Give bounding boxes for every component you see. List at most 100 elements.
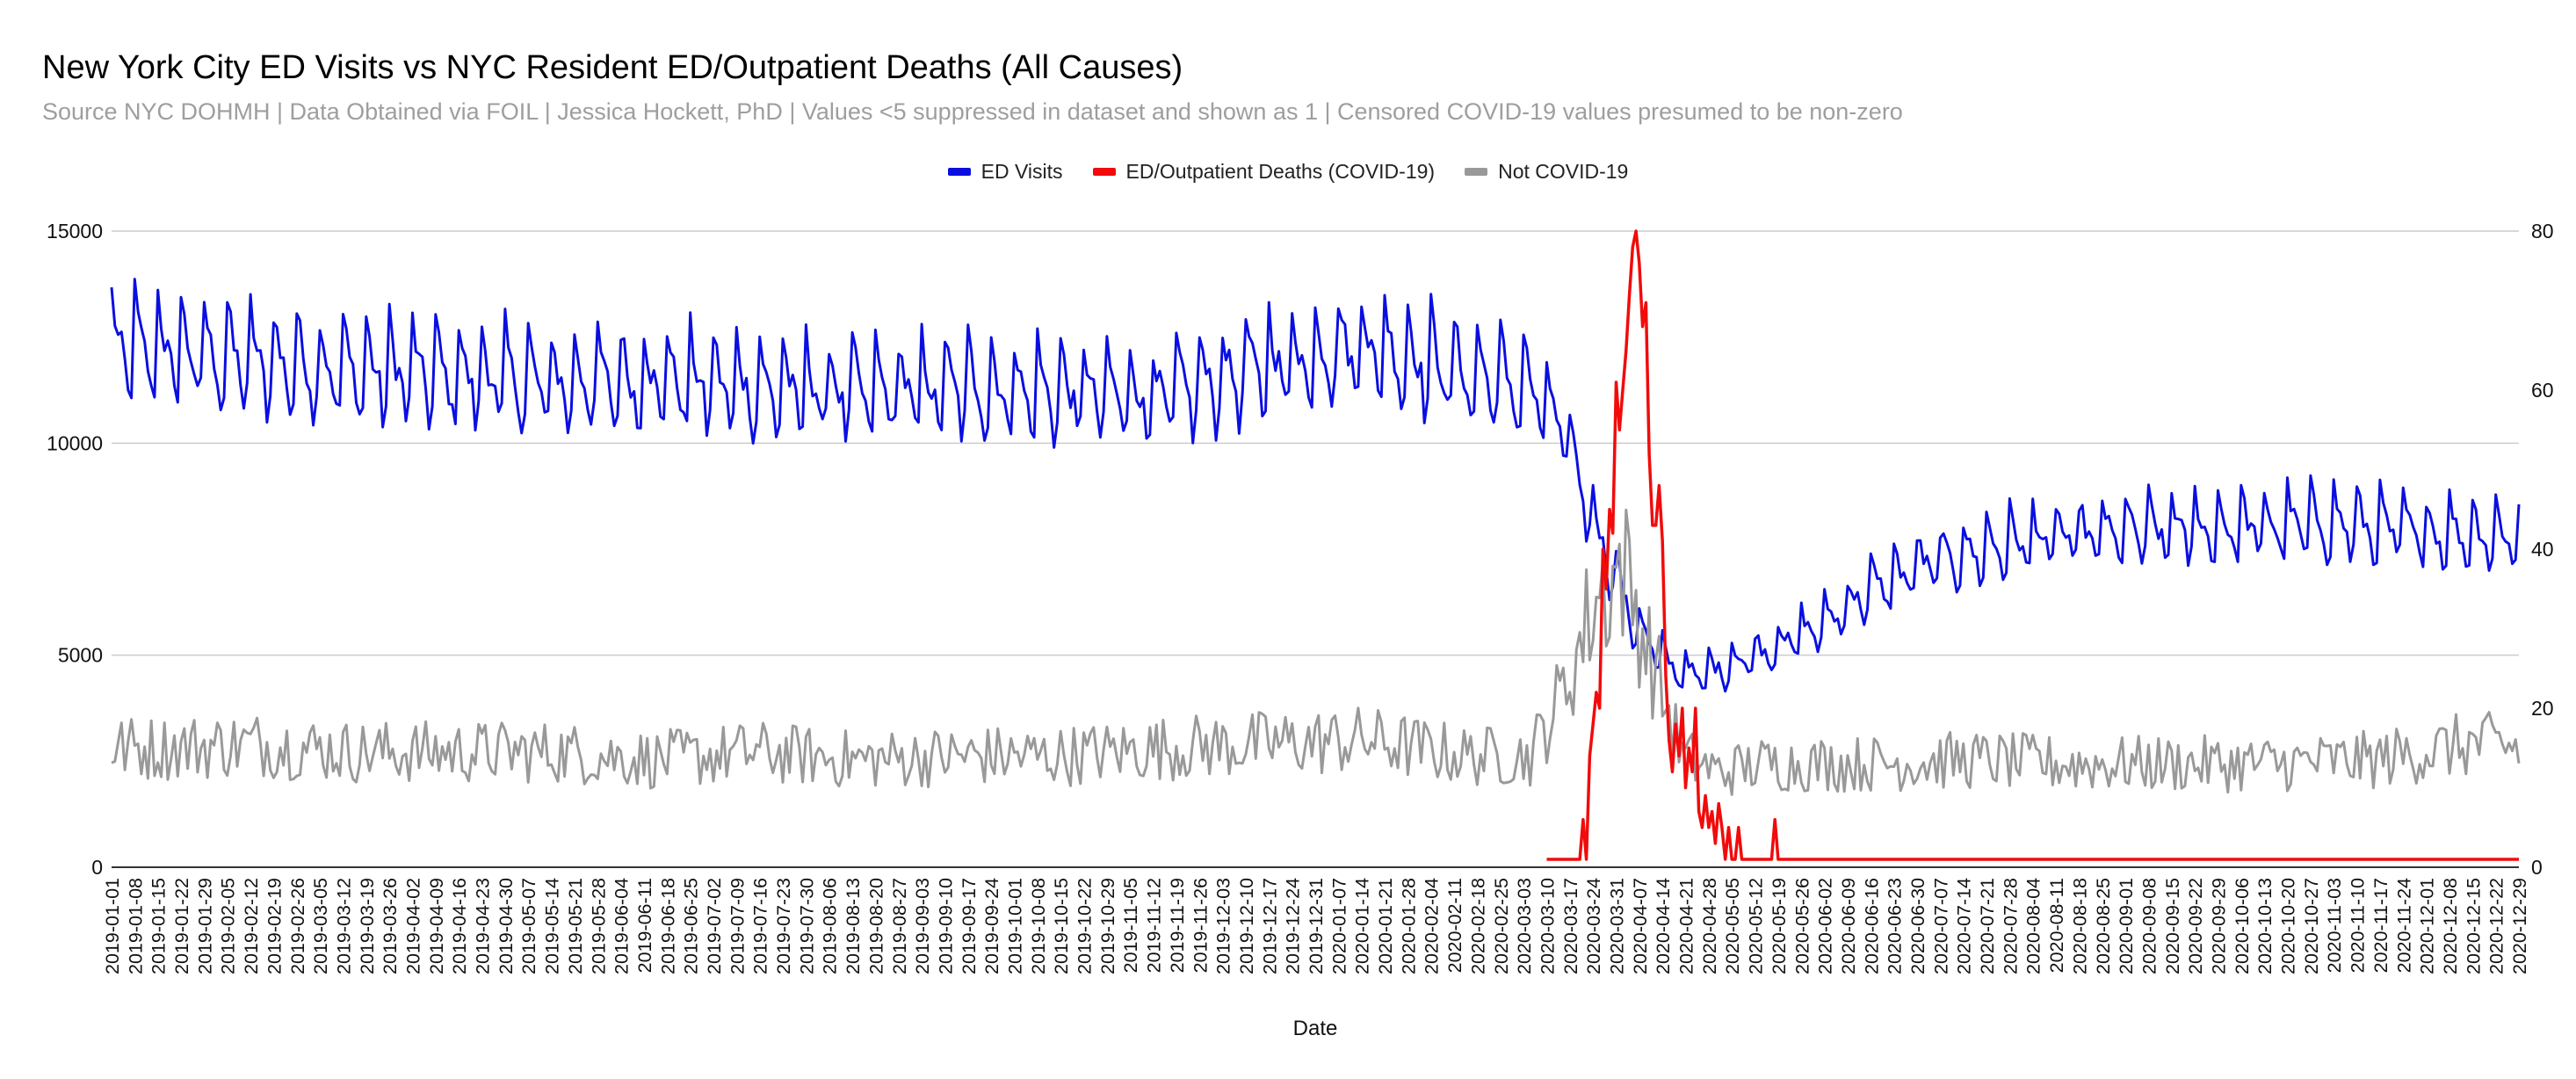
x-tick-label: 2020-02-04 xyxy=(1422,878,1443,974)
x-axis-title: Date xyxy=(1293,1017,1338,1040)
y-right-tick-label: 40 xyxy=(2531,538,2554,561)
x-tick-label: 2019-02-19 xyxy=(264,878,285,974)
x-tick-label: 2019-06-18 xyxy=(657,878,678,974)
x-tick-label: 2019-07-16 xyxy=(750,878,771,974)
x-tick-label: 2019-11-26 xyxy=(1190,878,1211,973)
x-tick-label: 2020-06-30 xyxy=(1907,878,1928,974)
x-tick-label: 2019-02-26 xyxy=(287,878,308,974)
x-tick-label: 2020-12-29 xyxy=(2509,878,2530,974)
x-tick-label: 2019-05-21 xyxy=(565,878,586,974)
legend-item-not-covid[interactable]: Not COVID-19 xyxy=(1465,160,1628,184)
x-tick-label: 2019-06-25 xyxy=(681,878,702,974)
legend-swatch-not-covid xyxy=(1465,168,1488,176)
x-tick-label: 2020-06-09 xyxy=(1838,878,1859,974)
x-tick-label: 2020-04-21 xyxy=(1676,878,1697,974)
legend-item-ed-visits[interactable]: ED Visits xyxy=(947,160,1063,184)
x-tick-label: 2019-11-05 xyxy=(1120,878,1141,973)
x-tick-label: 2020-02-18 xyxy=(1467,878,1488,974)
x-tick-label: 2019-08-27 xyxy=(889,878,910,974)
x-tick-label: 2020-01-28 xyxy=(1398,878,1419,974)
x-tick-label: 2019-12-03 xyxy=(1213,878,1234,974)
x-tick-label: 2019-07-09 xyxy=(727,878,748,974)
x-tick-label: 2019-12-31 xyxy=(1306,878,1327,974)
chart-title: New York City ED Visits vs NYC Resident … xyxy=(42,49,1183,86)
x-tick-label: 2019-07-23 xyxy=(773,878,794,974)
x-tick-label: 2019-10-22 xyxy=(1075,878,1096,974)
x-tick-label: 2019-10-08 xyxy=(1028,878,1049,974)
legend-label-ed-visits: ED Visits xyxy=(980,160,1063,183)
x-tick-label: 2020-01-21 xyxy=(1375,878,1396,974)
x-tick-label: 2020-07-21 xyxy=(1977,878,1998,974)
x-tick-label: 2019-05-14 xyxy=(542,878,563,974)
x-tick-label: 2020-07-28 xyxy=(2000,878,2021,974)
legend: ED Visits ED/Outpatient Deaths (COVID-19… xyxy=(0,160,2576,184)
x-tick-label: 2019-08-06 xyxy=(820,878,841,974)
x-tick-label: 2019-11-12 xyxy=(1144,878,1165,973)
x-tick-label: 2020-09-15 xyxy=(2162,878,2183,974)
x-tick-label: 2019-04-30 xyxy=(496,878,517,974)
x-tick-label: 2020-11-10 xyxy=(2348,878,2369,973)
y-right-tick-label: 60 xyxy=(2531,379,2554,402)
x-tick-label: 2020-07-14 xyxy=(1954,878,1975,974)
x-tick-label: 2020-06-16 xyxy=(1861,878,1882,974)
x-tick-label: 2019-10-29 xyxy=(1097,878,1118,974)
x-tick-label: 2019-09-17 xyxy=(959,878,980,974)
x-tick-label: 2019-09-24 xyxy=(981,878,1002,974)
x-tick-label: 2020-08-25 xyxy=(2093,878,2114,974)
x-tick-label: 2019-08-20 xyxy=(865,878,886,974)
x-tick-label: 2019-04-16 xyxy=(449,878,470,974)
series-lines xyxy=(110,229,2521,861)
x-tick-label: 2019-12-17 xyxy=(1259,878,1280,974)
x-tick-label: 2020-01-14 xyxy=(1352,878,1373,974)
x-tick-label: 2020-10-06 xyxy=(2232,878,2253,974)
x-tick-label: 2019-03-19 xyxy=(357,878,378,974)
chart-subtitle: Source NYC DOHMH | Data Obtained via FOI… xyxy=(42,98,1903,125)
x-tick-label: 2020-01-07 xyxy=(1328,878,1350,974)
x-tick-label: 2020-10-27 xyxy=(2301,878,2322,974)
x-tick-label: 2020-12-01 xyxy=(2417,878,2438,974)
x-tick-label: 2020-09-29 xyxy=(2209,878,2230,974)
x-tick-label: 2020-03-17 xyxy=(1560,878,1581,974)
x-tick-label: 2019-01-29 xyxy=(194,878,215,974)
legend-swatch-ed-visits xyxy=(947,168,971,176)
x-tick-label: 2019-01-22 xyxy=(171,878,192,974)
x-tick-label: 2020-05-19 xyxy=(1769,878,1790,974)
x-tick-label: 2019-06-11 xyxy=(634,878,655,973)
legend-item-covid-deaths[interactable]: ED/Outpatient Deaths (COVID-19) xyxy=(1092,160,1436,184)
x-tick-label: 2019-05-28 xyxy=(588,878,609,974)
x-tick-label: 2019-10-01 xyxy=(1005,878,1026,974)
x-tick-label: 2020-03-10 xyxy=(1537,878,1558,974)
x-tick-label: 2019-09-03 xyxy=(912,878,933,974)
x-tick-label: 2020-03-24 xyxy=(1583,878,1604,974)
x-tick-label: 2020-04-28 xyxy=(1699,878,1720,974)
x-tick-label: 2020-06-23 xyxy=(1885,878,1906,974)
x-tick-label: 2019-04-09 xyxy=(426,878,447,974)
x-tick-label: 2019-08-13 xyxy=(843,878,864,974)
x-tick-label: 2019-03-05 xyxy=(310,878,331,974)
x-tick-label: 2020-12-08 xyxy=(2440,878,2461,974)
grid-lines xyxy=(112,230,2519,868)
x-tick-label: 2020-02-25 xyxy=(1491,878,1512,974)
x-tick-label: 2020-12-15 xyxy=(2463,878,2484,974)
y-right-tick-label: 20 xyxy=(2531,697,2554,720)
x-tick-label: 2020-09-08 xyxy=(2138,878,2160,974)
y-right-tick-label: 80 xyxy=(2531,220,2554,243)
y-left-tick-label: 0 xyxy=(91,856,103,879)
x-tick-label: 2020-09-22 xyxy=(2185,878,2206,974)
legend-swatch-covid-deaths xyxy=(1092,168,1116,176)
x-tick-label: 2019-03-26 xyxy=(380,878,401,974)
legend-label-covid-deaths: ED/Outpatient Deaths (COVID-19) xyxy=(1125,160,1436,183)
x-tick-label: 2019-02-12 xyxy=(241,878,262,974)
x-tick-label: 2020-03-31 xyxy=(1607,878,1628,974)
x-tick-label: 2020-07-07 xyxy=(1930,878,1951,974)
x-tick-label: 2019-01-01 xyxy=(102,878,123,974)
x-tick-label: 2019-05-07 xyxy=(518,878,539,974)
x-tick-label: 2020-05-05 xyxy=(1722,878,1743,974)
x-tick-label: 2019-07-02 xyxy=(704,878,725,974)
x-tick-label: 2019-09-10 xyxy=(935,878,956,974)
x-tick-label: 2020-08-18 xyxy=(2069,878,2090,974)
x-tick-label: 2020-11-17 xyxy=(2370,878,2391,973)
x-tick-label: 2020-04-14 xyxy=(1653,878,1674,974)
